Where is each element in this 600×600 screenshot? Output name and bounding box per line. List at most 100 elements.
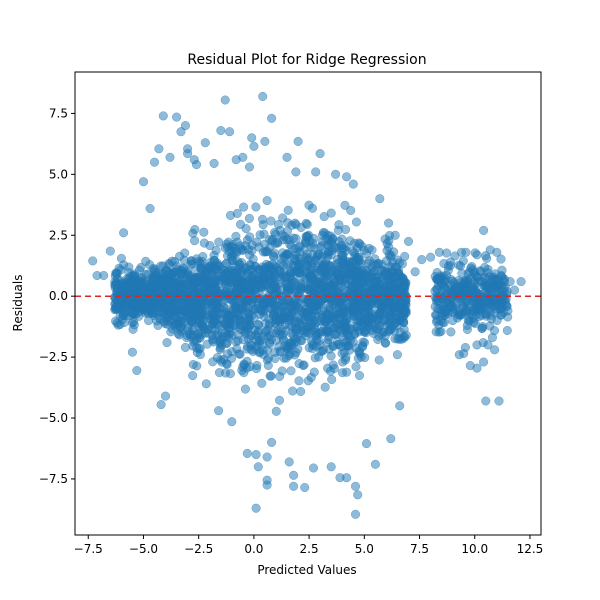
data-point (472, 340, 482, 350)
x-tick-label: 12.5 (517, 542, 544, 556)
data-point (450, 284, 460, 294)
data-point (333, 336, 343, 346)
data-point (283, 205, 293, 215)
data-point (361, 293, 372, 303)
data-point (183, 149, 193, 159)
data-point (271, 335, 281, 345)
data-point (385, 321, 396, 331)
data-point (426, 252, 436, 262)
data-point (334, 220, 344, 230)
data-point (285, 302, 295, 312)
data-point (483, 290, 493, 300)
data-point (99, 270, 109, 281)
data-point (239, 326, 249, 336)
data-point (324, 332, 334, 342)
data-point (240, 384, 250, 394)
data-point (439, 282, 450, 292)
data-point (249, 141, 259, 151)
data-point (496, 270, 506, 281)
data-point (479, 225, 489, 235)
data-point (327, 374, 337, 385)
data-point (195, 343, 205, 354)
data-point (343, 341, 354, 351)
data-point (463, 315, 473, 326)
data-point (334, 237, 344, 247)
data-point (460, 277, 470, 287)
data-point (341, 242, 351, 252)
data-point (502, 325, 512, 336)
data-point (384, 310, 394, 320)
data-point (225, 127, 235, 137)
data-point (305, 328, 315, 338)
data-point (487, 333, 497, 343)
data-point (309, 367, 319, 377)
data-point (494, 396, 504, 406)
data-point (265, 371, 275, 381)
data-point (377, 294, 387, 304)
data-point (466, 282, 477, 292)
data-point (303, 376, 313, 386)
data-point (190, 236, 200, 246)
data-point (258, 91, 268, 101)
data-point (183, 308, 193, 318)
data-point (492, 247, 502, 257)
data-point (373, 334, 383, 345)
data-point (296, 386, 306, 397)
data-point (239, 359, 249, 369)
data-point (298, 360, 308, 370)
data-point (472, 250, 482, 260)
data-point (180, 248, 190, 258)
data-point (281, 272, 291, 282)
data-point (289, 470, 299, 480)
data-point (474, 311, 484, 322)
data-point (252, 360, 262, 371)
data-point (282, 152, 292, 162)
data-point (273, 220, 283, 230)
y-tick-label: 5.0 (49, 167, 68, 181)
data-point (284, 457, 294, 467)
data-point (210, 277, 220, 287)
data-point (149, 289, 159, 300)
data-point (354, 346, 364, 356)
data-point (217, 357, 227, 367)
data-point (417, 255, 427, 265)
data-points-layer (88, 91, 526, 519)
data-point (269, 252, 279, 262)
data-point (234, 259, 244, 269)
y-tick-label: 0.0 (49, 289, 68, 303)
data-point (291, 247, 301, 258)
data-point (199, 227, 209, 237)
data-point (308, 463, 319, 473)
data-point (370, 459, 380, 469)
data-point (127, 347, 137, 357)
data-point (269, 268, 279, 278)
data-point (164, 268, 174, 278)
data-point (341, 225, 351, 235)
data-point (320, 382, 330, 392)
data-point (167, 256, 177, 266)
data-point (251, 341, 261, 351)
x-tick-label: 5.0 (355, 542, 374, 556)
x-tick-label: 10.0 (461, 542, 488, 556)
data-point (472, 363, 482, 373)
data-point (227, 417, 237, 427)
data-point (388, 296, 398, 306)
data-point (283, 218, 293, 228)
data-point (260, 136, 270, 146)
data-point (288, 233, 299, 243)
data-point (516, 277, 526, 287)
data-point (234, 349, 244, 359)
data-point (220, 368, 231, 378)
data-point (342, 367, 352, 377)
data-point (239, 202, 249, 212)
data-point (188, 371, 198, 381)
data-point (184, 328, 194, 338)
y-axis: −7.5 −5.0 −2.5 0.0 2.5 5.0 7.5 (39, 106, 75, 486)
data-point (332, 268, 342, 278)
x-tick-label: −7.5 (74, 542, 103, 556)
data-point (251, 450, 261, 460)
data-point (473, 272, 483, 282)
data-point (297, 336, 307, 346)
data-point (331, 292, 341, 302)
data-point (317, 230, 328, 240)
